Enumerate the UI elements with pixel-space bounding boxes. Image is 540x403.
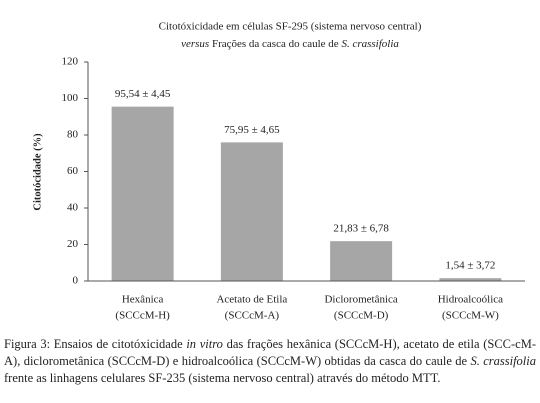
- x-tick-label: (SCCcM-H): [115, 310, 170, 322]
- value-label: 75,95 ± 4,65: [224, 124, 280, 136]
- chart-title: Citotóxicidade em células SF-295 (sistem…: [159, 21, 422, 33]
- subtitle-part: Frações da casca do caule de: [209, 38, 341, 50]
- y-tick-label: 60: [67, 165, 79, 177]
- caption-part: S. crassifolia: [470, 354, 536, 368]
- caption-part: in vitro: [186, 337, 223, 351]
- bar: [439, 278, 502, 281]
- y-tick-label: 100: [62, 92, 79, 104]
- value-label: 95,54 ± 4,45: [115, 88, 171, 100]
- x-tick-label: (SCCcM-W): [442, 310, 499, 322]
- caption-part: Figura 3: Ensaios de citotóxicidade: [4, 337, 187, 351]
- subtitle-part: S. crassifolia: [341, 38, 399, 50]
- x-tick-label: Hidroalcoólica: [438, 294, 503, 306]
- caption: Figura 3: Ensaios de citotóxicidade in v…: [4, 336, 536, 387]
- y-tick-label: 20: [67, 238, 79, 250]
- bar: [111, 106, 174, 282]
- chart: Citotóxicidade em células SF-295 (sistem…: [32, 21, 525, 322]
- value-label: 21,83 ± 6,78: [333, 223, 389, 235]
- y-tick-label: 40: [67, 202, 79, 214]
- y-tick-label: 120: [62, 56, 79, 68]
- y-axis-label: Citotócidade (%): [32, 133, 43, 211]
- caption-part: frente as linhagens celulares SF-235 (si…: [4, 371, 441, 385]
- caption-part: das frações hexânica (SCCcM-H), acetato …: [4, 337, 536, 368]
- bar: [220, 142, 283, 281]
- x-tick-label: Acetato de Etila: [216, 294, 287, 306]
- bar: [330, 241, 393, 281]
- chart-subtitle: versus Frações da casca do caule de S. c…: [181, 38, 399, 50]
- y-tick-label: 80: [67, 129, 79, 141]
- subtitle-part: versus: [181, 38, 209, 50]
- value-label: 1,54 ± 3,72: [445, 260, 495, 272]
- y-tick-label: 0: [73, 275, 79, 287]
- x-tick-label: Hexânica: [122, 294, 164, 306]
- x-tick-label: Diclorometânica: [324, 294, 397, 306]
- x-tick-label: (SCCcM-D): [334, 310, 389, 322]
- x-tick-label: (SCCcM-A): [225, 310, 280, 322]
